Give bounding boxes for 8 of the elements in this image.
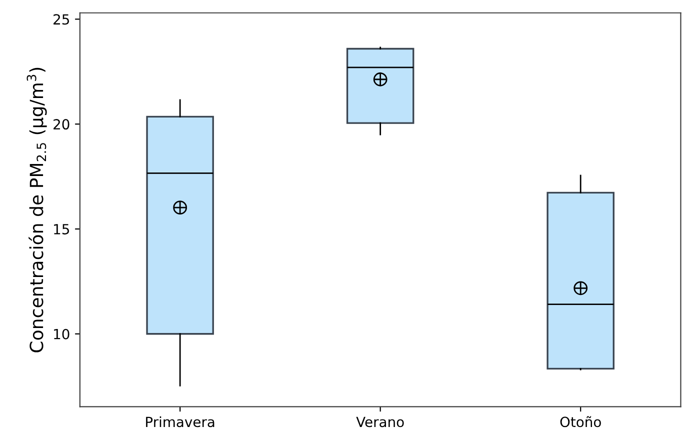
y-tick-label: 10 — [54, 328, 70, 340]
x-tick-label: Verano — [356, 416, 404, 428]
x-tick-label: Primavera — [146, 416, 214, 428]
x-tick-label: Otoño — [560, 416, 601, 428]
y-axis-title: Concentración de PM$_{2.5}$ (µg/m$^{3}$) — [26, 68, 47, 352]
y-tick-label: 25 — [54, 14, 69, 25]
y-tick-label: 15 — [54, 224, 69, 234]
y-tick-label: 20 — [54, 119, 70, 130]
